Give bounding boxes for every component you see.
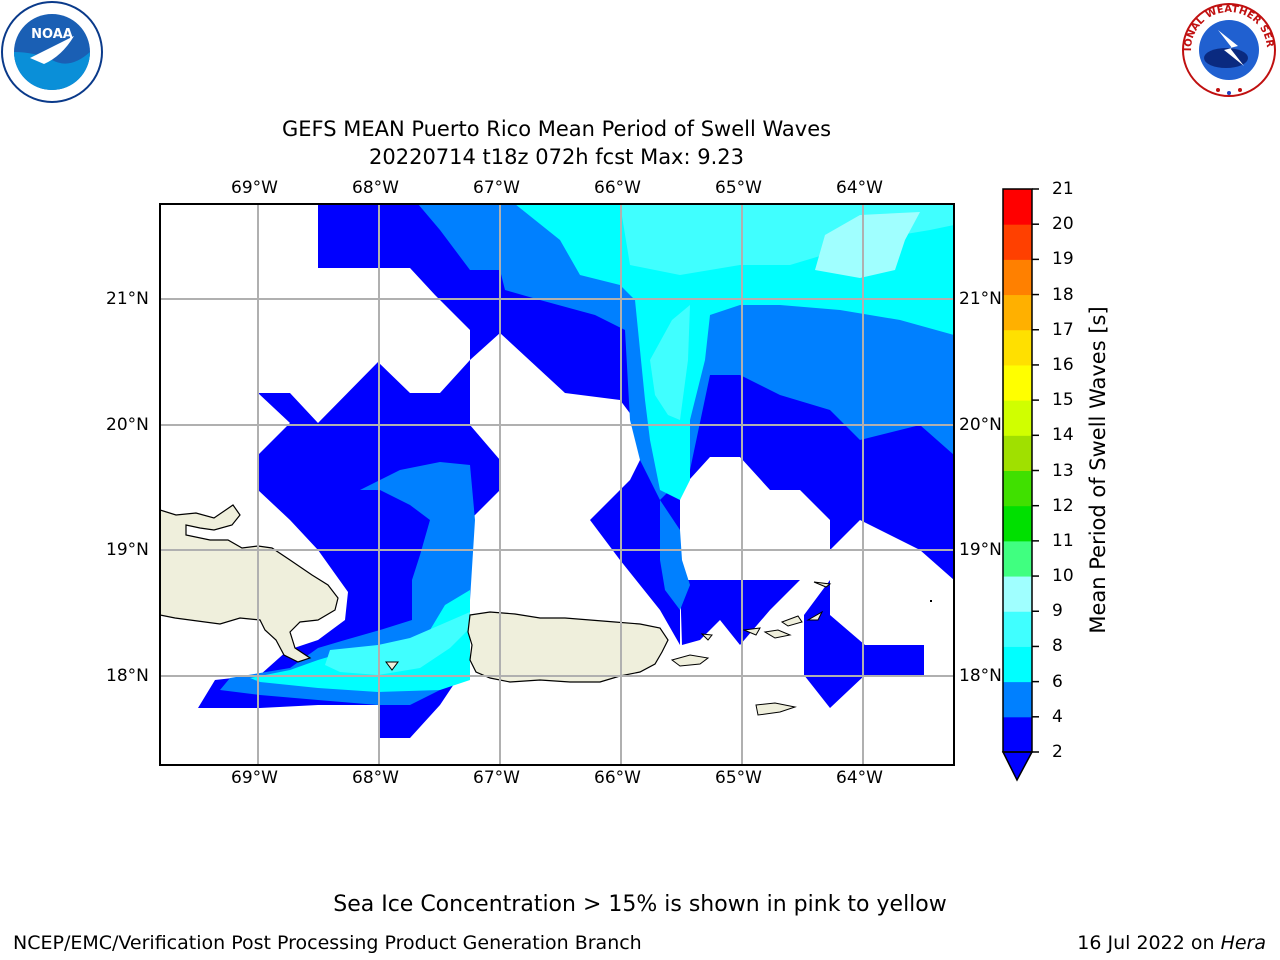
tortola: [780, 615, 803, 627]
lon-label-top-3: 66°W: [594, 178, 641, 198]
colorbar-tick-label-11: 16: [1052, 354, 1074, 375]
title-line-2: 20220714 t18z 072h fcst Max: 9.23: [369, 145, 744, 169]
colorbar-segment-5: [1003, 540, 1032, 577]
colorbar-segment-2: [1003, 646, 1032, 683]
landmasses: [160, 504, 932, 716]
anegada: [813, 581, 832, 588]
colorbar-tick-label-16: 21: [1052, 179, 1074, 199]
st-croix: [755, 702, 797, 716]
st-john: [763, 629, 792, 639]
lon-label-top-0: 69°W: [231, 178, 278, 198]
colorbar-tick-label-0: 2: [1052, 742, 1063, 762]
lat-label-right-1: 20°N: [959, 415, 1002, 435]
colorbar-segment-15: [1003, 189, 1032, 225]
colorbar-tick-label-7: 12: [1052, 495, 1074, 516]
colorbar-segment-10: [1003, 364, 1032, 401]
colorbar-extend-arrow: [1001, 751, 1034, 782]
colorbar-label: Mean Period of Swell Waves [s]: [1086, 306, 1110, 634]
colorbar-tick-label-6: 11: [1052, 530, 1074, 551]
colorbar-segment-12: [1003, 294, 1032, 331]
st-thomas: [742, 627, 761, 636]
sombrero-islet: [930, 600, 932, 602]
lat-label-left-0: 21°N: [106, 289, 149, 309]
colorbar-segments: [1003, 189, 1032, 753]
colorbar-tick-label-8: 13: [1052, 460, 1074, 481]
vieques: [670, 654, 710, 667]
lon-label-top-1: 68°W: [352, 178, 399, 198]
lat-label-left-2: 19°N: [106, 540, 149, 560]
hispaniola: [160, 504, 339, 663]
colorbar-tick-label-15: 20: [1052, 214, 1074, 235]
noaa-logo-text: NOAA: [31, 27, 73, 42]
lon-label-bottom-2: 67°W: [473, 768, 520, 788]
footer-credit: NCEP/EMC/Verification Post Processing Pr…: [13, 932, 642, 954]
mona-island: [385, 661, 399, 671]
sea-ice-note: Sea Ice Concentration > 15% is shown in …: [333, 892, 947, 917]
lat-label-right-3: 18°N: [959, 666, 1002, 686]
lon-label-bottom-5: 64°W: [836, 768, 883, 788]
culebra: [700, 633, 713, 641]
virgin-gorda: [806, 610, 824, 621]
lat-label-right-2: 19°N: [959, 540, 1002, 560]
colorbar-tick-label-10: 15: [1052, 390, 1074, 411]
colorbar-segment-8: [1003, 435, 1032, 471]
lon-label-bottom-0: 69°W: [231, 768, 278, 788]
title-line-1: GEFS MEAN Puerto Rico Mean Period of Swe…: [281, 117, 832, 141]
colorbar-tick-label-3: 8: [1052, 636, 1063, 657]
lat-label-right-0: 21°N: [959, 289, 1002, 309]
footer-date-text: 16 Jul 2022 on: [1077, 932, 1221, 954]
lon-label-bottom-4: 65°W: [715, 768, 762, 788]
lon-label-top-2: 67°W: [473, 178, 520, 198]
nws-logo: NATIONAL WEATHER SERVICE: [1178, 0, 1276, 97]
colorbar-segment-13: [1003, 259, 1032, 296]
colorbar-segment-3: [1003, 611, 1032, 647]
colorbar-tick-label-9: 14: [1052, 425, 1074, 446]
colorbar-tick-label-12: 17: [1052, 319, 1074, 340]
lon-label-top-5: 64°W: [836, 178, 883, 198]
lat-label-left-1: 20°N: [106, 415, 149, 435]
colorbar-segment-11: [1003, 329, 1032, 366]
colorbar-segment-9: [1003, 400, 1032, 436]
colorbar-segment-0: [1003, 716, 1032, 753]
lat-label-left-3: 18°N: [106, 666, 149, 686]
colorbar-tick-label-5: 10: [1052, 566, 1074, 587]
graticule: [160, 204, 954, 765]
colorbar-segment-4: [1003, 576, 1032, 612]
colorbar-segment-14: [1003, 224, 1032, 260]
map-frame: [159, 203, 955, 766]
colorbar-tick-label-13: 18: [1052, 284, 1074, 305]
colorbar-segment-7: [1003, 470, 1032, 507]
lon-label-bottom-1: 68°W: [352, 768, 399, 788]
colorbar-tick-label-2: 6: [1052, 671, 1063, 692]
lon-label-top-4: 65°W: [715, 178, 762, 198]
colorbar-tick-label-4: 9: [1052, 601, 1063, 622]
footer-date: 16 Jul 2022 on Hera: [1077, 932, 1266, 954]
lon-label-bottom-3: 66°W: [594, 768, 641, 788]
noaa-logo: NOAA: [1, 1, 103, 103]
colorbar-tick-label-1: 4: [1052, 706, 1063, 727]
colorbar-tick-marks: [1032, 188, 1039, 753]
colorbar-segment-1: [1003, 681, 1032, 718]
puerto-rico: [467, 611, 669, 683]
footer-host: Hera: [1220, 932, 1266, 954]
colorbar-tick-label-14: 19: [1052, 249, 1074, 270]
colorbar-segment-6: [1003, 505, 1032, 542]
